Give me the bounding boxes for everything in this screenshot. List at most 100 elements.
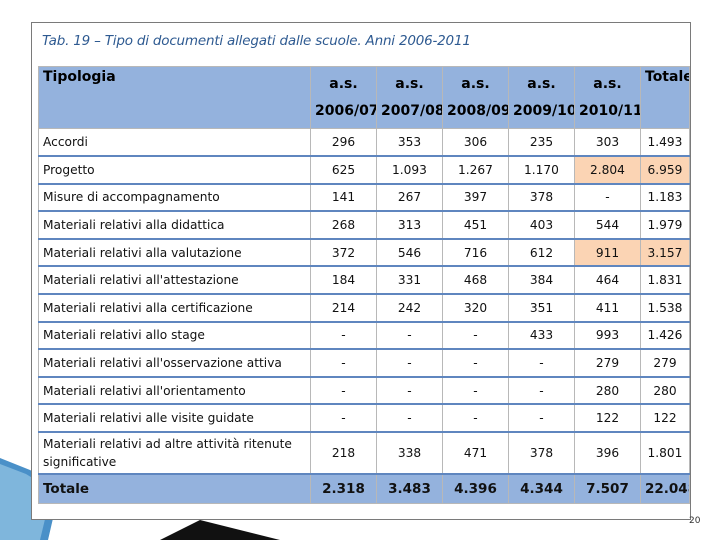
header-year: a.s. 2010/11 [574, 66, 641, 129]
cell-total-highlighted: 6.959 [640, 155, 690, 185]
cell-total-highlighted: 3.157 [640, 238, 690, 267]
cell: 1.170 [508, 155, 575, 185]
cell: - [442, 376, 509, 405]
table-caption: Tab. 19 – Tipo di documenti allegati dal… [42, 33, 471, 49]
cell: - [376, 403, 443, 433]
cell: 303 [574, 128, 641, 157]
row-label: Materiali relativi all'attestazione [38, 265, 311, 295]
table-row: Materiali relativi ad altre attività rit… [38, 431, 690, 475]
row-label: Materiali relativi alla valutazione [38, 238, 311, 267]
total-label: Totale [38, 473, 311, 504]
cell: 546 [376, 238, 443, 267]
table-row: Materiali relativi all'osservazione atti… [38, 348, 690, 378]
cell: 372 [310, 238, 377, 267]
cell: 351 [508, 293, 575, 323]
cell-total: 280 [640, 376, 690, 405]
cell: 468 [442, 265, 509, 295]
header-totale: Totale [640, 66, 690, 129]
cell: 218 [310, 431, 377, 475]
table-row: Misure di accompagnamento 141 267 397 37… [38, 183, 690, 212]
row-label: Materiali relativi alla certificazione [38, 293, 311, 323]
cell: - [310, 376, 377, 405]
header-year: a.s. 2007/08 [376, 66, 443, 129]
cell: 331 [376, 265, 443, 295]
cell: 396 [574, 431, 641, 475]
cell: 625 [310, 155, 377, 185]
cell: 471 [442, 431, 509, 475]
cell: 296 [310, 128, 377, 157]
cell: - [442, 348, 509, 378]
table-row: Accordi 296 353 306 235 303 1.493 [38, 128, 690, 157]
table-row: Materiali relativi all'attestazione 184 … [38, 265, 690, 295]
row-label: Materiali relativi alla didattica [38, 210, 311, 240]
total-cell: 7.507 [574, 473, 641, 504]
cell: - [376, 321, 443, 350]
cell-total: 1.538 [640, 293, 690, 323]
total-row: Totale 2.318 3.483 4.396 4.344 7.507 22.… [38, 473, 690, 504]
cell: 184 [310, 265, 377, 295]
total-cell: 2.318 [310, 473, 377, 504]
table-row: Materiali relativi alla certificazione 2… [38, 293, 690, 323]
cell: 384 [508, 265, 575, 295]
header-year: a.s. 2009/10 [508, 66, 575, 129]
cell: - [508, 403, 575, 433]
cell: - [310, 403, 377, 433]
documents-table: Tipologia a.s. 2006/07 a.s. 2007/08 a.s. 20… [38, 66, 690, 504]
cell: 141 [310, 183, 377, 212]
total-cell: 3.483 [376, 473, 443, 504]
table-row: Progetto 625 1.093 1.267 1.170 2.804 6.9… [38, 155, 690, 185]
row-label: Materiali relativi all'orientamento [38, 376, 311, 405]
cell: 378 [508, 431, 575, 475]
cell: - [310, 321, 377, 350]
cell: 280 [574, 376, 641, 405]
cell: 464 [574, 265, 641, 295]
cell: 306 [442, 128, 509, 157]
cell: 378 [508, 183, 575, 212]
cell: - [508, 376, 575, 405]
cell: 353 [376, 128, 443, 157]
table-frame: Tab. 19 – Tipo di documenti allegati dal… [31, 22, 691, 520]
row-label: Materiali relativi ad altre attività rit… [38, 431, 311, 475]
cell: 242 [376, 293, 443, 323]
cell: 313 [376, 210, 443, 240]
cell-total: 1.979 [640, 210, 690, 240]
cell: 338 [376, 431, 443, 475]
row-label: Materiali relativi all'osservazione atti… [38, 348, 311, 378]
cell: - [442, 321, 509, 350]
cell: 716 [442, 238, 509, 267]
row-label: Accordi [38, 128, 311, 157]
cell-total: 1.426 [640, 321, 690, 350]
cell-total: 1.831 [640, 265, 690, 295]
cell: - [508, 348, 575, 378]
cell-highlighted: 2.804 [574, 155, 641, 185]
page-number: 20 [689, 516, 701, 526]
cell: - [574, 183, 641, 212]
cell: 279 [574, 348, 641, 378]
cell: 612 [508, 238, 575, 267]
cell: 267 [376, 183, 443, 212]
cell: 235 [508, 128, 575, 157]
cell: - [376, 348, 443, 378]
cell: 451 [442, 210, 509, 240]
cell-total: 1.493 [640, 128, 690, 157]
cell: - [310, 348, 377, 378]
cell-total: 122 [640, 403, 690, 433]
cell: 397 [442, 183, 509, 212]
row-label: Misure di accompagnamento [38, 183, 311, 212]
table-row: Materiali relativi all'orientamento - - … [38, 376, 690, 405]
header-row: Tipologia a.s. 2006/07 a.s. 2007/08 a.s. 20… [38, 66, 690, 129]
table-row: Materiali relativi alla valutazione 372 … [38, 238, 690, 267]
cell: 320 [442, 293, 509, 323]
table-row: Materiali relativi alla didattica 268 31… [38, 210, 690, 240]
cell: - [442, 403, 509, 433]
table-row: Materiali relativi alle visite guidate -… [38, 403, 690, 433]
row-label: Progetto [38, 155, 311, 185]
table-row: Materiali relativi allo stage - - - 433 … [38, 321, 690, 350]
total-cell: 4.396 [442, 473, 509, 504]
cell-total: 1.801 [640, 431, 690, 475]
cell: 268 [310, 210, 377, 240]
header-tipologia: Tipologia [38, 66, 311, 129]
cell-total: 279 [640, 348, 690, 378]
grand-total-cell: 22.048 [640, 473, 690, 504]
header-year: a.s. 2006/07 [310, 66, 377, 129]
